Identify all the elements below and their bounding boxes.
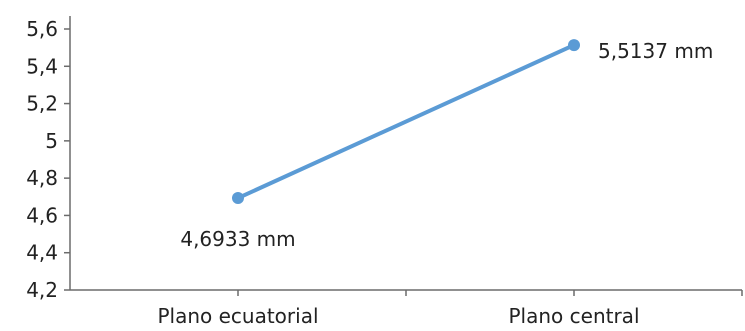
data-point [232, 192, 244, 205]
series [232, 39, 580, 205]
y-tick-label: 4,4 [26, 241, 58, 265]
y-tick-label: 5,6 [26, 17, 58, 41]
y-tick-label: 4,8 [26, 166, 58, 190]
y-tick-label: 4,2 [26, 278, 58, 302]
y-tick-label: 4,6 [26, 203, 58, 227]
y-tick-label: 5 [45, 129, 58, 153]
y-tick-label: 5,4 [26, 54, 58, 78]
x-ticks: Plano ecuatorial Plano central [157, 290, 743, 328]
series-line [236, 43, 576, 201]
data-labels: 4,6933 mm 5,5137 mm [180, 39, 713, 251]
y-ticks: 4,2 4,4 4,6 4,8 5 5,2 5,4 5,6 [26, 17, 70, 302]
data-label: 5,5137 mm [598, 39, 713, 63]
x-category-label: Plano central [509, 304, 640, 328]
data-point [568, 39, 580, 52]
data-label: 4,6933 mm [180, 227, 295, 251]
y-tick-label: 5,2 [26, 92, 58, 116]
x-category-label: Plano ecuatorial [157, 304, 318, 328]
